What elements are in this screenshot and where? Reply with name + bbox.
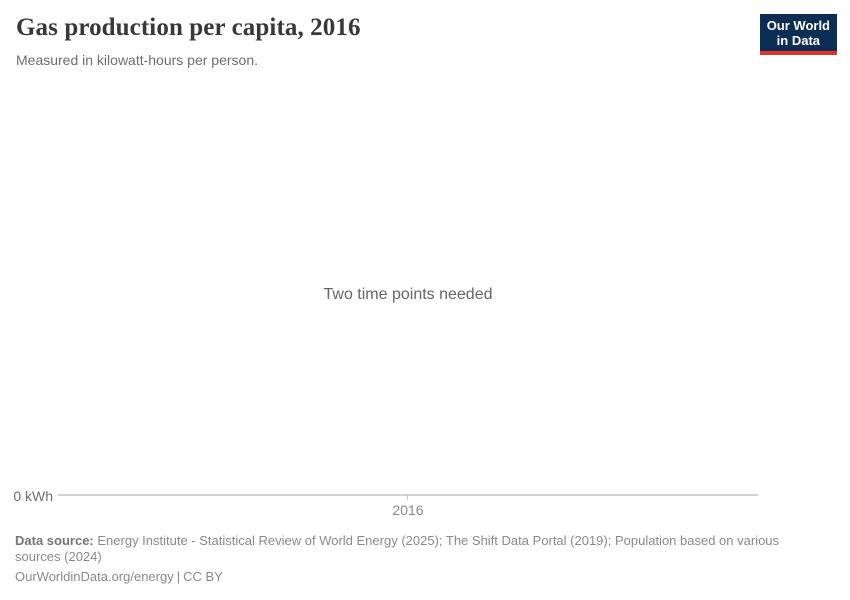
page-title: Gas production per capita, 2016 <box>16 14 361 41</box>
owid-logo[interactable]: Our World in Data <box>759 14 837 55</box>
data-source-label: Data source: <box>15 533 94 548</box>
x-axis-year-label: 2016 <box>392 502 424 518</box>
data-source-text: Energy Institute - Statistical Review of… <box>15 533 780 564</box>
data-source-line: Data source: Energy Institute - Statisti… <box>15 533 827 564</box>
x-axis-line <box>58 494 758 496</box>
y-axis-zero-label: 0 kWh <box>13 488 53 504</box>
chart-footer: Data source: Energy Institute - Statisti… <box>15 533 827 585</box>
origin-line: OurWorldinData.org/energy | CC BY <box>15 569 827 585</box>
chart-subtitle: Measured in kilowatt-hours per person. <box>16 52 259 68</box>
empty-state-message: Two time points needed <box>323 286 493 303</box>
owid-logo-line2: in Data <box>776 33 821 48</box>
footer-separator: | <box>176 569 181 584</box>
license-label[interactable]: CC BY <box>183 569 223 584</box>
x-axis-tick <box>407 494 408 500</box>
owid-url-link[interactable]: OurWorldinData.org/energy <box>15 569 174 584</box>
owid-logo-line1: Our World <box>766 18 830 33</box>
